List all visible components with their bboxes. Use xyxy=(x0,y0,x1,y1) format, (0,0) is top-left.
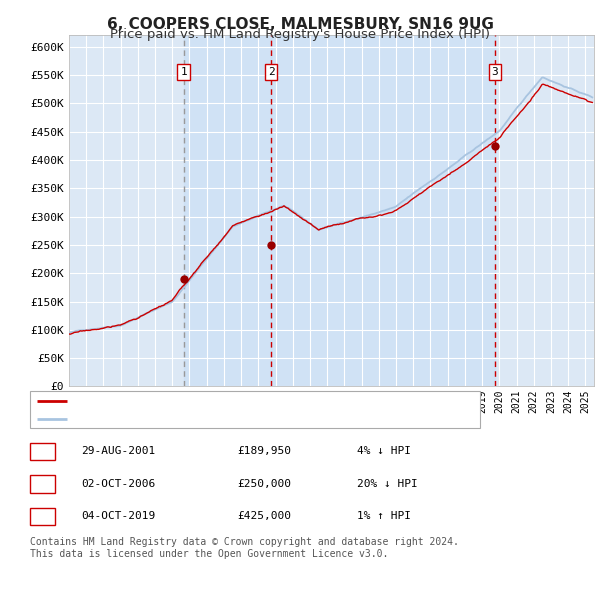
Bar xyxy=(184,35,271,386)
Text: 02-OCT-2006: 02-OCT-2006 xyxy=(81,479,155,489)
Bar xyxy=(271,35,495,386)
Text: 4% ↓ HPI: 4% ↓ HPI xyxy=(357,447,411,457)
Text: 1: 1 xyxy=(180,67,187,77)
Text: £425,000: £425,000 xyxy=(237,512,291,522)
Text: HPI: Average price, detached house, Wiltshire: HPI: Average price, detached house, Wilt… xyxy=(72,414,353,424)
Text: £250,000: £250,000 xyxy=(237,479,291,489)
Text: 2: 2 xyxy=(268,67,275,77)
Text: 04-OCT-2019: 04-OCT-2019 xyxy=(81,512,155,522)
Text: £189,950: £189,950 xyxy=(237,447,291,457)
Text: Contains HM Land Registry data © Crown copyright and database right 2024.
This d: Contains HM Land Registry data © Crown c… xyxy=(30,537,459,559)
Text: 1: 1 xyxy=(39,447,46,457)
Text: 3: 3 xyxy=(491,67,499,77)
Text: 2: 2 xyxy=(39,479,46,489)
Text: 6, COOPERS CLOSE, MALMESBURY, SN16 9UG (detached house): 6, COOPERS CLOSE, MALMESBURY, SN16 9UG (… xyxy=(72,396,416,407)
Text: 20% ↓ HPI: 20% ↓ HPI xyxy=(357,479,418,489)
Text: 1% ↑ HPI: 1% ↑ HPI xyxy=(357,512,411,522)
Text: Price paid vs. HM Land Registry's House Price Index (HPI): Price paid vs. HM Land Registry's House … xyxy=(110,28,490,41)
Text: 6, COOPERS CLOSE, MALMESBURY, SN16 9UG: 6, COOPERS CLOSE, MALMESBURY, SN16 9UG xyxy=(107,17,493,31)
Text: 29-AUG-2001: 29-AUG-2001 xyxy=(81,447,155,457)
Text: 3: 3 xyxy=(39,512,46,522)
